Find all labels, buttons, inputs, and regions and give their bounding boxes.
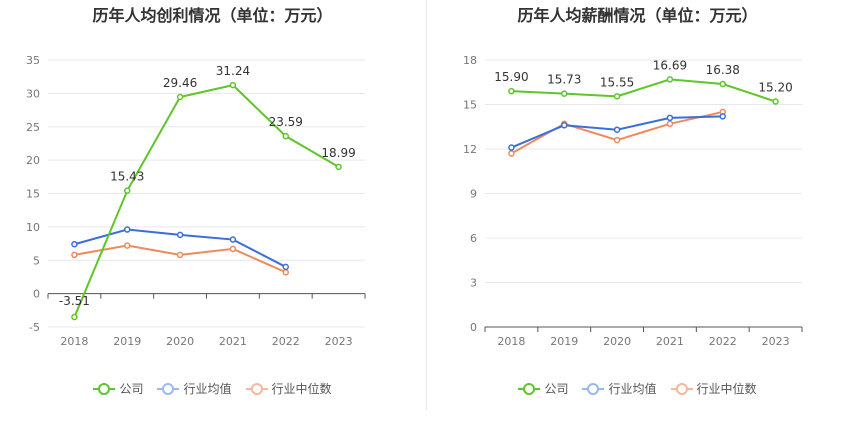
data-point-industry-avg — [561, 122, 568, 129]
salary-chart: 0 3 6 9 12 15 18 2018 2019 2020 2021 2022 2023 15.90 1… — [463, 54, 803, 348]
legend-item-company[interactable]: 公司 — [518, 380, 568, 397]
data-point-industry-avg — [508, 144, 515, 151]
data-label: 29.46 — [163, 76, 197, 90]
legend-marker-industry-median — [670, 382, 693, 395]
legend-label-company: 公司 — [544, 382, 569, 396]
data-point-industry-median — [666, 120, 674, 128]
data-point-company — [719, 80, 726, 88]
x-tick-label: 2019 — [550, 335, 578, 348]
legend-profit: 公司 行业均值 行业中位数 — [0, 380, 425, 397]
y-tick-label: 20 — [26, 154, 40, 167]
data-point-company — [666, 76, 674, 83]
y-tick-label: 35 — [26, 54, 40, 67]
data-point-industry-median — [613, 136, 621, 144]
y-tick-label: -5 — [29, 321, 40, 334]
data-label: 16.69 — [653, 58, 687, 72]
data-point-company — [176, 93, 184, 101]
y-tick-label: 10 — [26, 221, 40, 234]
data-point-company — [282, 132, 289, 140]
data-point-company — [613, 93, 621, 100]
legend-marker-industry-avg — [582, 382, 605, 395]
legend-marker-company — [518, 382, 541, 395]
y-tick-label: 12 — [463, 143, 477, 156]
data-point-industry-avg — [282, 263, 289, 271]
profit-chart: -5 0 5 10 15 20 25 30 35 2018 2019 2020 2021 2022 2023… — [26, 54, 366, 348]
data-point-industry-median — [124, 242, 131, 249]
legend-label-industry-avg: 行业均值 — [608, 382, 657, 396]
y-tick-label: 0 — [33, 288, 40, 301]
data-point-company — [772, 98, 779, 105]
legend-label-industry-avg: 行业均值 — [183, 382, 232, 396]
data-point-company — [71, 313, 78, 321]
data-label: 15.20 — [758, 81, 792, 95]
legend-item-industry-avg[interactable]: 行业均值 — [582, 380, 657, 397]
x-tick-label: 2020 — [603, 335, 631, 348]
data-point-industry-median — [176, 251, 184, 259]
y-tick-label: 9 — [470, 188, 477, 201]
legend-label-industry-median: 行业中位数 — [271, 382, 332, 396]
x-tick-label: 2021 — [656, 335, 684, 348]
data-label: 16.38 — [706, 63, 740, 77]
data-label: -3.51 — [59, 294, 90, 308]
chart-title-salary: 历年人均薪酬情况（单位：万元） — [517, 6, 758, 25]
y-tick-label: 15 — [26, 188, 40, 201]
legend-marker-industry-avg — [157, 382, 180, 395]
x-tick-label: 2023 — [762, 335, 790, 348]
salary-chart-panel: 历年人均薪酬情况（单位：万元） 0 3 6 9 12 15 18 2018 2019 2020 20… — [425, 0, 850, 437]
x-tick-label: 2018 — [497, 335, 525, 348]
legend-label-industry-median: 行业中位数 — [696, 382, 757, 396]
data-point-company — [561, 90, 568, 97]
data-point-industry-avg — [666, 114, 674, 122]
legend-item-industry-median[interactable]: 行业中位数 — [670, 380, 757, 397]
x-tick-label: 2019 — [113, 335, 141, 348]
x-tick-label: 2021 — [219, 335, 247, 348]
legend-marker-company — [93, 382, 116, 395]
x-tick-label: 2022 — [272, 335, 300, 348]
data-point-company — [229, 81, 237, 89]
y-tick-label: 25 — [26, 121, 40, 134]
data-point-industry-avg — [229, 236, 237, 243]
data-point-industry-median — [282, 269, 289, 276]
y-tick-label: 3 — [470, 277, 477, 290]
data-label: 18.99 — [321, 146, 355, 160]
y-tick-label: 0 — [470, 321, 477, 334]
legend-marker-industry-median — [245, 382, 268, 395]
data-label: 15.55 — [600, 75, 634, 89]
x-tick-label: 2018 — [60, 335, 88, 348]
series-line-company — [73, 84, 340, 318]
data-point-industry-avg — [176, 231, 184, 239]
data-point-company — [508, 87, 515, 95]
profit-chart-panel: 历年人均创利情况（单位：万元） -5 0 5 10 15 20 25 30 35 2018 2019… — [0, 6, 425, 397]
legend-item-industry-median[interactable]: 行业中位数 — [245, 380, 332, 397]
x-tick-label: 2023 — [325, 335, 353, 348]
y-tick-label: 6 — [470, 232, 477, 245]
legend-item-industry-avg[interactable]: 行业均值 — [157, 380, 232, 397]
y-tick-label: 15 — [463, 99, 477, 112]
data-point-industry-median — [229, 245, 237, 253]
data-point-industry-median — [71, 251, 78, 259]
data-point-industry-avg — [71, 240, 78, 248]
data-point-industry-avg — [613, 126, 621, 133]
data-label: 15.43 — [110, 170, 144, 184]
data-point-company — [335, 163, 342, 171]
data-point-industry-median — [508, 150, 515, 157]
data-point-industry-avg — [719, 113, 726, 120]
y-tick-label: 30 — [26, 87, 40, 100]
x-tick-label: 2022 — [709, 335, 737, 348]
data-label: 31.24 — [216, 64, 250, 78]
chart-title-profit: 历年人均创利情况（单位：万元） — [92, 6, 333, 25]
panel-divider — [426, 0, 427, 410]
y-tick-label: 18 — [463, 54, 477, 67]
legend-salary: 公司 行业均值 行业中位数 — [425, 380, 850, 397]
series-line-company — [511, 78, 776, 103]
legend-item-company[interactable]: 公司 — [93, 380, 143, 397]
data-label: 23.59 — [269, 115, 303, 129]
data-label: 15.73 — [547, 73, 581, 87]
x-tick-label: 2020 — [166, 335, 194, 348]
data-label: 15.90 — [494, 70, 528, 84]
data-point-company — [124, 187, 131, 194]
legend-label-company: 公司 — [119, 382, 144, 396]
data-point-industry-avg — [124, 226, 131, 233]
y-tick-label: 5 — [33, 254, 40, 267]
